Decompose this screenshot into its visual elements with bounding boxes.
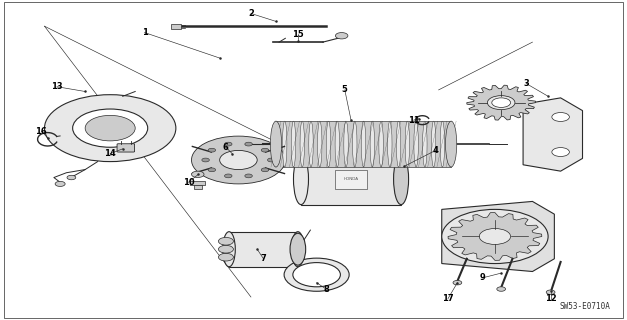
Circle shape <box>335 33 348 39</box>
Text: 6: 6 <box>223 143 229 152</box>
Ellipse shape <box>290 233 306 265</box>
Text: 17: 17 <box>442 294 454 303</box>
Circle shape <box>453 280 461 285</box>
Text: 2: 2 <box>248 9 254 18</box>
Circle shape <box>261 168 269 172</box>
Ellipse shape <box>449 121 453 167</box>
Circle shape <box>191 136 285 184</box>
Circle shape <box>219 150 257 170</box>
Ellipse shape <box>317 121 322 167</box>
Text: 5: 5 <box>342 85 348 94</box>
Text: 8: 8 <box>323 284 329 293</box>
Ellipse shape <box>446 121 456 167</box>
Polygon shape <box>523 98 582 171</box>
Circle shape <box>552 148 569 156</box>
Ellipse shape <box>396 121 401 167</box>
Circle shape <box>492 98 510 108</box>
FancyBboxPatch shape <box>335 170 367 189</box>
Text: 15: 15 <box>292 30 303 39</box>
Text: 10: 10 <box>182 178 194 187</box>
Circle shape <box>487 96 515 110</box>
Circle shape <box>67 175 76 180</box>
Circle shape <box>218 245 233 253</box>
Circle shape <box>55 181 65 187</box>
Circle shape <box>268 158 275 162</box>
Ellipse shape <box>300 121 305 167</box>
Polygon shape <box>229 232 298 267</box>
Text: 1: 1 <box>142 28 147 37</box>
Polygon shape <box>301 154 401 204</box>
Polygon shape <box>448 212 542 260</box>
Text: 14: 14 <box>104 149 116 158</box>
Text: 9: 9 <box>480 273 485 282</box>
Circle shape <box>497 287 505 291</box>
Text: 13: 13 <box>51 82 63 91</box>
Circle shape <box>191 171 204 178</box>
Text: 4: 4 <box>433 146 438 155</box>
Ellipse shape <box>292 232 304 267</box>
Circle shape <box>284 258 349 291</box>
Polygon shape <box>466 85 535 120</box>
Circle shape <box>245 142 252 146</box>
Ellipse shape <box>344 121 348 167</box>
Ellipse shape <box>293 154 308 204</box>
Ellipse shape <box>405 121 409 167</box>
Circle shape <box>85 116 135 141</box>
Bar <box>190 181 205 186</box>
Circle shape <box>245 174 252 178</box>
Text: 16: 16 <box>36 127 47 136</box>
Polygon shape <box>276 121 451 167</box>
Ellipse shape <box>370 121 374 167</box>
Ellipse shape <box>270 121 282 167</box>
Ellipse shape <box>379 121 383 167</box>
Polygon shape <box>442 201 554 271</box>
Circle shape <box>218 237 233 245</box>
Circle shape <box>293 263 340 287</box>
Circle shape <box>45 95 176 162</box>
Ellipse shape <box>361 121 366 167</box>
Ellipse shape <box>423 121 427 167</box>
FancyBboxPatch shape <box>171 24 181 29</box>
Ellipse shape <box>274 121 278 167</box>
Circle shape <box>224 174 232 178</box>
Ellipse shape <box>326 121 330 167</box>
Circle shape <box>208 168 216 172</box>
Ellipse shape <box>414 121 418 167</box>
Ellipse shape <box>352 121 357 167</box>
Ellipse shape <box>292 121 296 167</box>
Ellipse shape <box>394 154 409 204</box>
Text: 3: 3 <box>524 79 529 88</box>
Ellipse shape <box>431 121 436 167</box>
Text: 12: 12 <box>545 294 557 303</box>
Circle shape <box>73 109 148 147</box>
Circle shape <box>261 148 269 152</box>
FancyBboxPatch shape <box>117 144 135 152</box>
Ellipse shape <box>335 121 339 167</box>
Ellipse shape <box>440 121 445 167</box>
Circle shape <box>442 209 548 264</box>
Circle shape <box>208 148 216 152</box>
Circle shape <box>552 113 569 122</box>
Text: HONDA: HONDA <box>344 177 359 181</box>
Ellipse shape <box>387 121 392 167</box>
Ellipse shape <box>283 121 287 167</box>
Circle shape <box>546 290 555 294</box>
Ellipse shape <box>309 121 314 167</box>
Text: 7: 7 <box>261 254 266 263</box>
Text: 11: 11 <box>408 116 419 125</box>
Ellipse shape <box>223 232 235 267</box>
Text: SW53-E0710A: SW53-E0710A <box>560 302 611 311</box>
Circle shape <box>202 158 209 162</box>
Circle shape <box>479 228 510 244</box>
Circle shape <box>218 253 233 261</box>
Circle shape <box>224 142 232 146</box>
Bar <box>194 186 201 189</box>
